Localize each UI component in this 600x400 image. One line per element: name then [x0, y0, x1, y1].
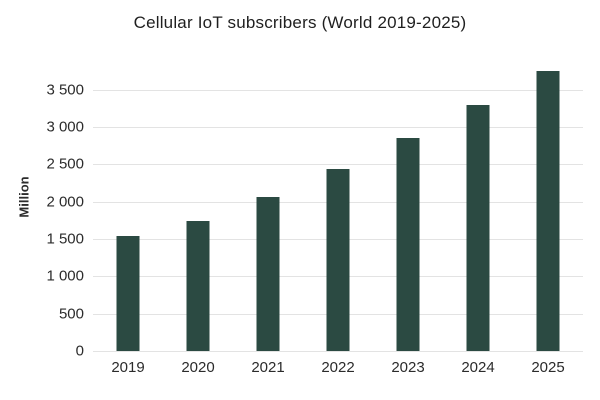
- y-tick-label-0: 0: [75, 342, 84, 360]
- y-axis-label: Million: [16, 176, 32, 218]
- x-tick-label-2021: 2021: [251, 359, 285, 376]
- x-tick-label-2025: 2025: [531, 359, 565, 376]
- y-tick-label-2000: 2 000: [46, 193, 84, 211]
- bar-2023: [396, 138, 420, 351]
- y-tick-label-3500: 3 500: [46, 81, 84, 99]
- y-tick-label-3000: 3 000: [46, 118, 84, 136]
- gridline-0: [93, 351, 583, 352]
- y-tick-label-500: 500: [58, 305, 84, 323]
- bar-2024: [466, 104, 490, 351]
- plot-area: 0 500 1 000 1 500 2 000 2 500 3 000 3 500 2019 20…: [46, 60, 583, 376]
- bar-2020: [186, 221, 210, 351]
- bar-2022: [326, 168, 350, 351]
- chart-title: Cellular IoT subscribers (World 2019-202…: [133, 13, 467, 32]
- x-tick-label-2024: 2024: [461, 359, 495, 376]
- bar-2025: [536, 71, 560, 351]
- bar-2019: [116, 236, 140, 351]
- x-tick-label-2020: 2020: [181, 359, 215, 376]
- gridline-3000: [93, 127, 583, 129]
- x-tick-label-2023: 2023: [391, 359, 425, 376]
- y-tick-label-1500: 1 500: [46, 230, 84, 248]
- gridline-2500: [93, 164, 583, 166]
- gridline-3500: [93, 89, 583, 91]
- y-tick-label-2500: 2 500: [46, 155, 84, 173]
- y-tick-label-1000: 1 000: [46, 267, 84, 285]
- x-tick-label-2022: 2022: [321, 359, 355, 376]
- bar-2021: [256, 196, 280, 351]
- x-tick-label-2019: 2019: [111, 359, 145, 376]
